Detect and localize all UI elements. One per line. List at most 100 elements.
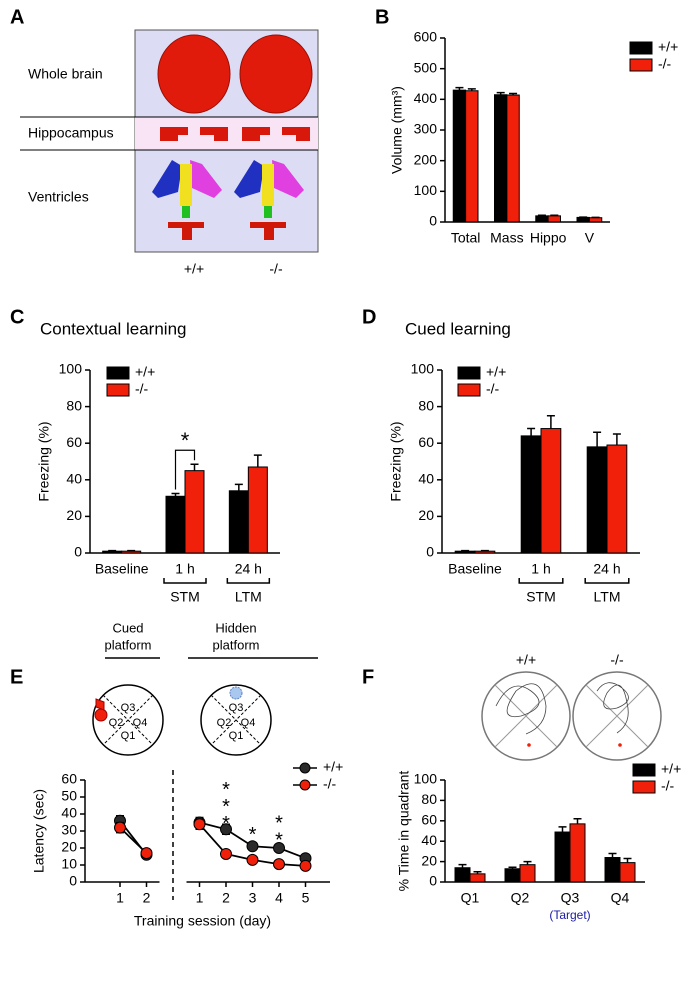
error-bar — [623, 857, 632, 863]
y-tick-label: 20 — [418, 507, 434, 523]
quadrant-lines — [494, 684, 558, 748]
legend-marker — [299, 762, 311, 774]
x-tick-label: Baseline — [95, 561, 149, 577]
bar — [586, 446, 608, 554]
y-tick-label: 40 — [421, 832, 437, 848]
significance: *** — [215, 779, 237, 830]
x-tick-label: Q4 — [611, 890, 630, 906]
y-axis-label: Volume (mm³) — [389, 86, 405, 174]
error-bar — [108, 549, 117, 552]
y-tick-label: 80 — [66, 397, 82, 413]
error-bar — [496, 91, 505, 95]
group-label: LTM — [235, 589, 262, 605]
group-label: STM — [170, 589, 200, 605]
y-tick-label: 500 — [414, 59, 438, 75]
y-axis-label: Latency (sec) — [31, 789, 47, 873]
legend-label: +/+ — [323, 759, 343, 775]
flag — [95, 698, 105, 711]
diagram-title: platform — [213, 637, 260, 652]
error-bar — [508, 866, 517, 869]
bar — [494, 94, 508, 223]
legend-swatch — [457, 383, 481, 397]
y-tick-label: 300 — [414, 121, 438, 137]
platform — [527, 743, 531, 747]
error-bar — [537, 214, 546, 217]
error-bar — [527, 427, 536, 436]
row-label: Whole brain — [28, 66, 103, 82]
bar — [606, 444, 628, 554]
x-tick-label: Q2 — [511, 890, 530, 906]
y-tick-label: 60 — [61, 771, 77, 787]
quadrant-label: Q4 — [241, 717, 256, 729]
track-label: +/+ — [516, 652, 536, 668]
group-label: STM — [526, 589, 556, 605]
marker — [114, 821, 126, 834]
marker — [140, 847, 153, 860]
error-bar — [523, 860, 532, 865]
x-tick-label: 2 — [222, 890, 230, 906]
marker — [273, 842, 285, 854]
bar — [519, 864, 536, 883]
group-bracket — [518, 578, 564, 584]
y-tick-label: 60 — [418, 434, 434, 450]
chart-title: Contextual learning — [40, 319, 186, 338]
pool — [481, 671, 571, 761]
diagram-title: platform — [105, 637, 152, 652]
legend-label: +/+ — [658, 39, 678, 55]
quadrant-label: Q3 — [229, 702, 244, 714]
x-tick-label: Baseline — [448, 561, 502, 577]
marker — [273, 858, 285, 871]
significance: * — [181, 428, 190, 453]
y-tick-label: 0 — [426, 544, 434, 560]
bar — [506, 94, 520, 223]
marker — [220, 847, 232, 860]
legend-swatch — [106, 383, 130, 397]
track-label: -/- — [610, 652, 624, 668]
bar — [588, 217, 603, 223]
y-tick-label: 80 — [421, 791, 437, 807]
quadrant-label: Q1 — [121, 730, 136, 742]
bar — [569, 823, 586, 883]
row-label: Hippocampus — [28, 125, 114, 141]
y-tick-label: 40 — [61, 805, 77, 821]
legend-swatch — [632, 763, 656, 777]
y-tick-label: 0 — [429, 213, 437, 229]
bar — [184, 470, 205, 554]
y-axis-label: Freezing (%) — [36, 421, 52, 501]
legend-swatch — [632, 780, 656, 794]
group-label: LTM — [594, 589, 621, 605]
y-tick-label: 100 — [414, 771, 438, 787]
panel-a-drawing — [20, 29, 319, 253]
legend-label: +/+ — [135, 364, 155, 380]
y-tick-label: 20 — [66, 507, 82, 523]
legend-swatch — [629, 41, 653, 55]
legend-label: -/- — [323, 776, 337, 792]
swim-track — [495, 683, 547, 735]
quadrant-lines — [585, 684, 649, 748]
error-bar — [558, 826, 567, 833]
x-tick-label: 1 — [116, 890, 124, 906]
bar — [520, 435, 542, 554]
x-tick-label: Mass — [490, 230, 523, 246]
bar — [535, 215, 549, 223]
quadrant-label: Q3 — [121, 702, 136, 714]
significance: ** — [268, 813, 290, 847]
error-bar — [171, 492, 180, 497]
swim-track — [596, 682, 629, 734]
error-bar — [234, 483, 243, 491]
error-bar — [253, 454, 262, 467]
panel-label: C — [10, 306, 24, 328]
ventricles — [152, 160, 304, 240]
bar — [247, 466, 268, 554]
y-tick-label: 400 — [414, 90, 438, 106]
error-bar — [455, 86, 464, 91]
x-tick-label: 24 h — [235, 561, 262, 577]
legend-swatch — [106, 366, 130, 380]
x-tick-label: 5 — [302, 890, 310, 906]
group-bracket — [226, 578, 271, 584]
y-tick-label: 60 — [66, 434, 82, 450]
error-bar — [458, 863, 467, 868]
legend-label: +/+ — [661, 761, 681, 777]
y-tick-label: 20 — [61, 839, 77, 855]
